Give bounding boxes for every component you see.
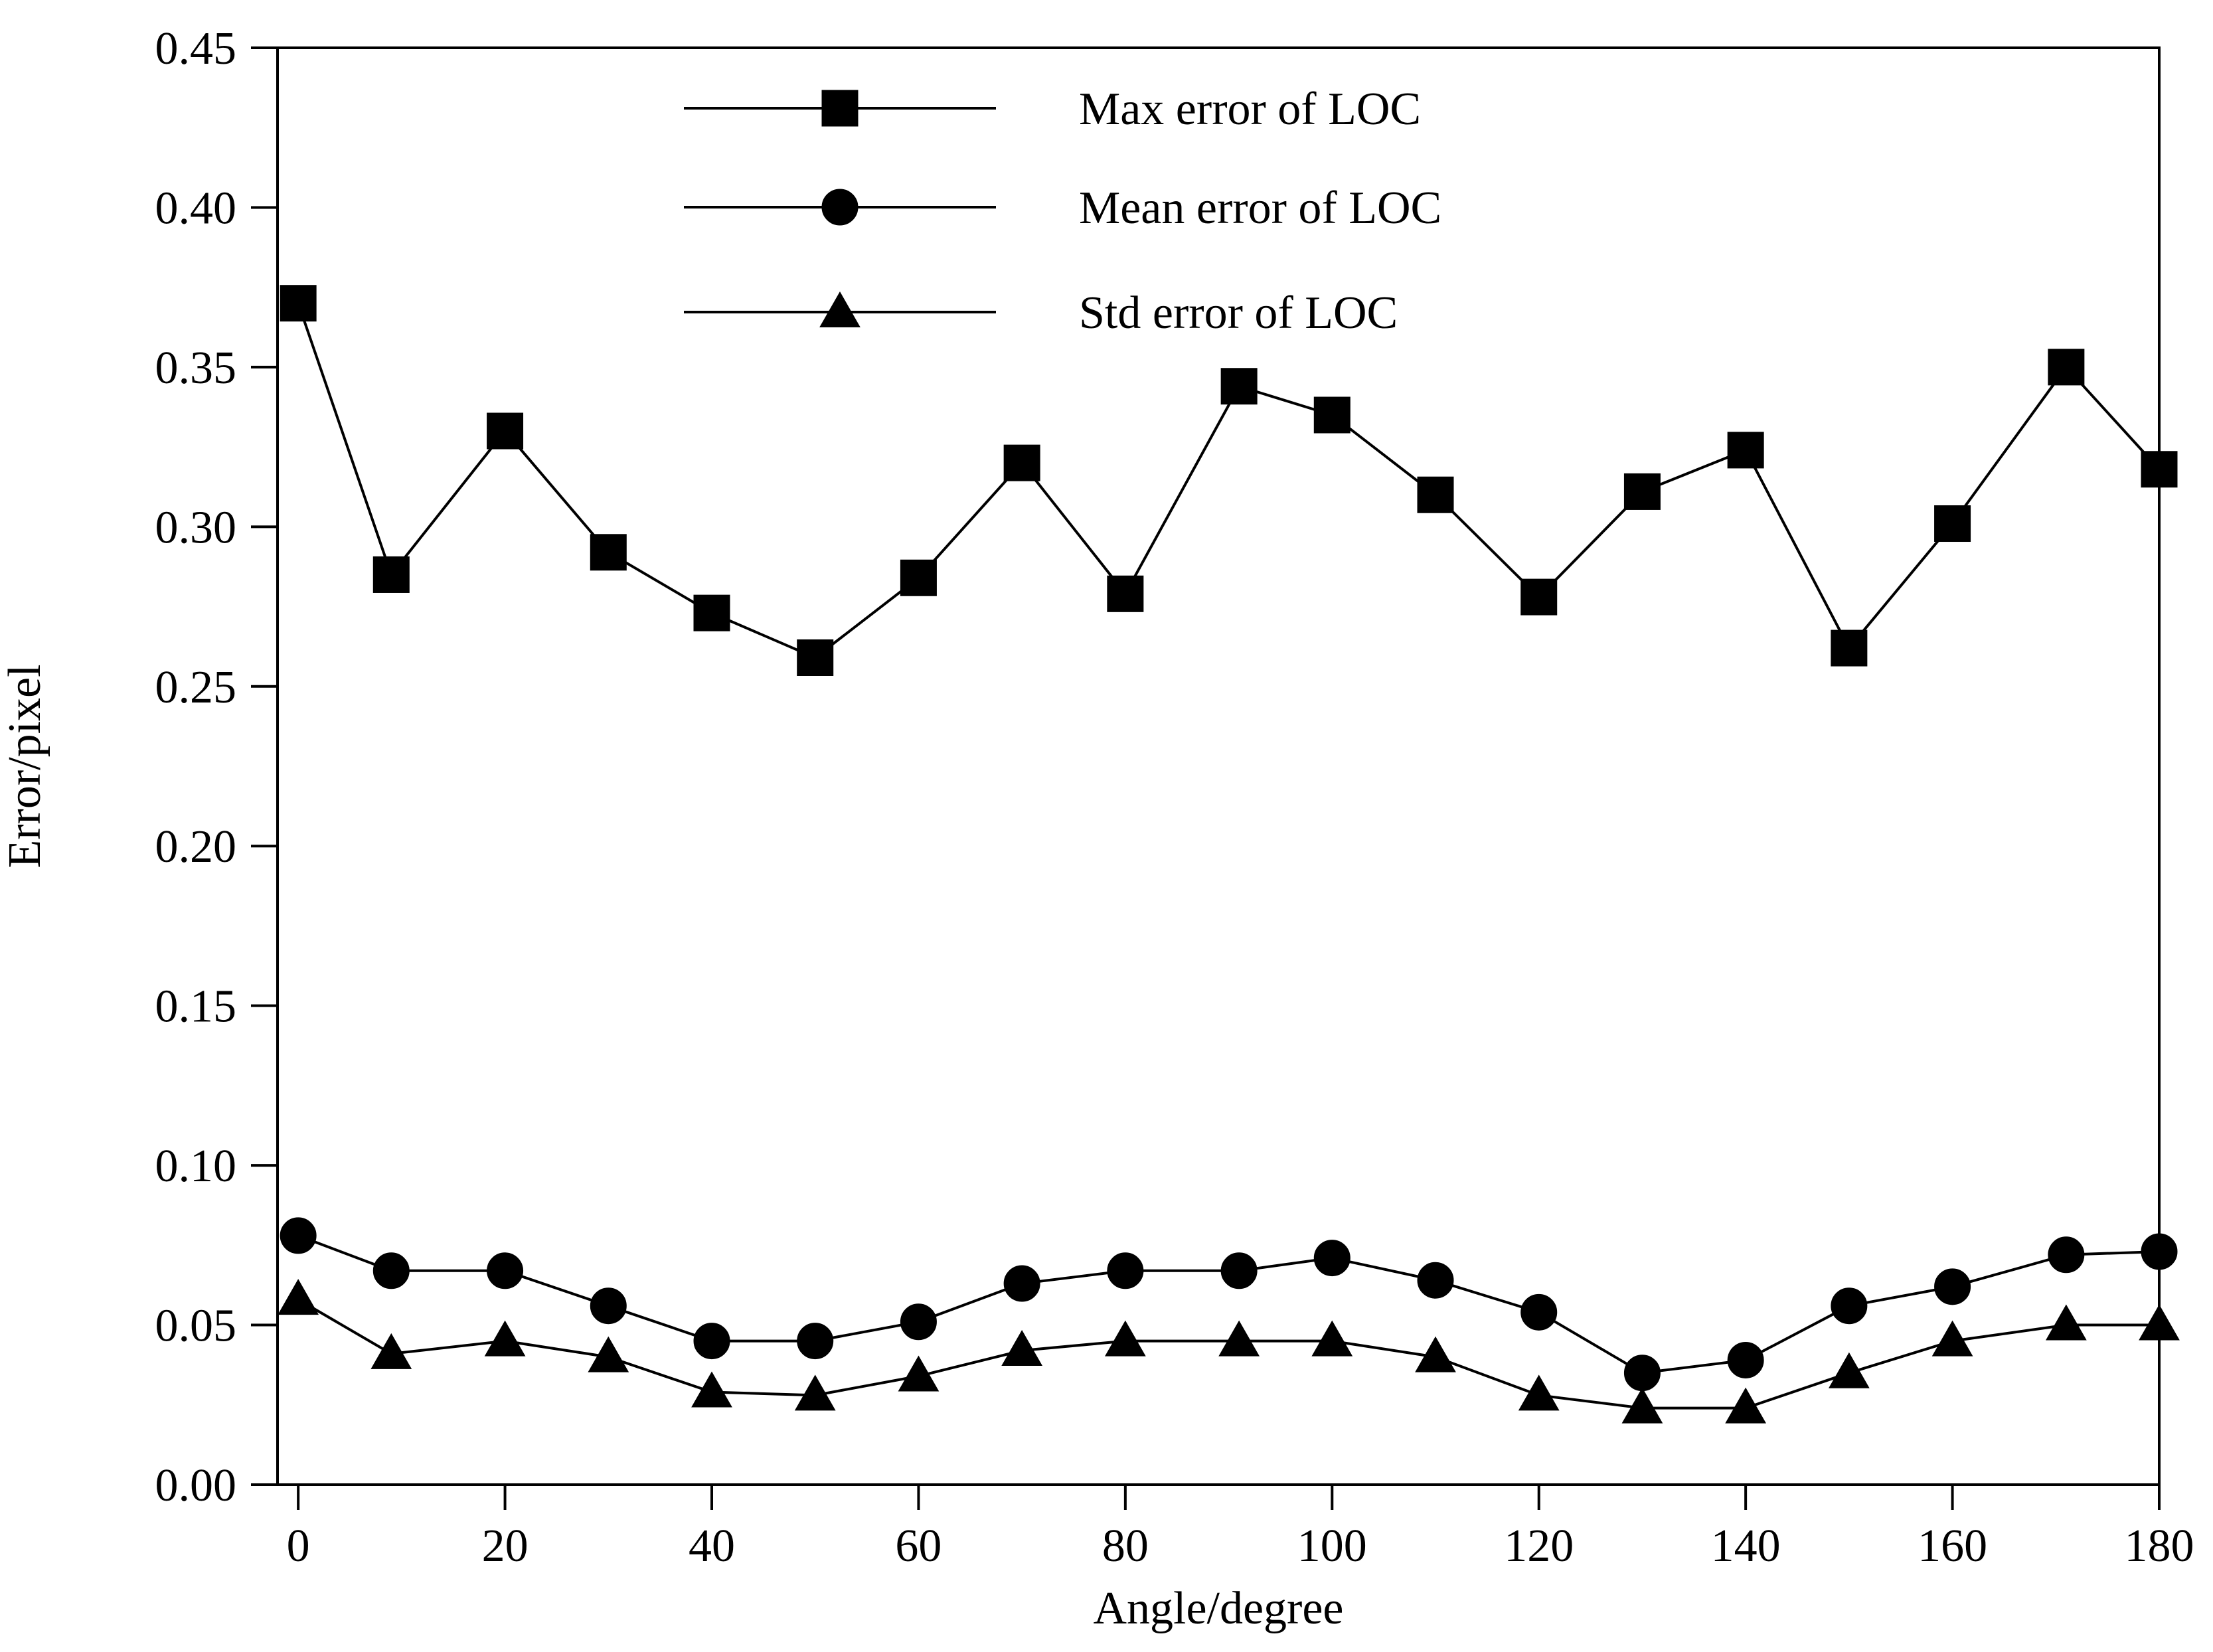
data-point-triangle xyxy=(588,1336,629,1372)
x-tick-label: 40 xyxy=(689,1521,735,1572)
data-point-square xyxy=(1623,473,1661,510)
axes: 0.00 0.05 0.10 0.15 0.20 0.25 0.30 0.35 0.40 0.45… xyxy=(155,23,2194,1572)
data-point-triangle xyxy=(1415,1336,1456,1372)
data-point-circle xyxy=(1107,1252,1144,1289)
legend-marker-square xyxy=(821,90,859,127)
y-tick-label: 0.10 xyxy=(155,1141,237,1192)
data-point-triangle xyxy=(1621,1387,1663,1424)
data-point-circle xyxy=(2048,1236,2085,1274)
series-line xyxy=(297,303,2161,659)
data-point-triangle xyxy=(370,1333,412,1369)
data-point-square xyxy=(372,556,410,593)
data-point-circle xyxy=(900,1303,937,1341)
data-point-triangle xyxy=(2045,1304,2087,1341)
y-tick-label: 0.25 xyxy=(155,662,237,713)
data-point-circle xyxy=(1623,1355,1661,1392)
x-axis-title: Angle/degree xyxy=(1093,1583,1343,1634)
y-tick-label: 0.05 xyxy=(155,1301,237,1352)
data-point-circle xyxy=(1934,1268,1971,1305)
data-point-square xyxy=(1520,578,1558,616)
x-tick-label: 180 xyxy=(2125,1521,2194,1572)
data-point-circle xyxy=(1831,1287,1868,1325)
data-point-square xyxy=(2141,451,2178,488)
data-point-circle xyxy=(2141,1233,2178,1270)
data-point-circle xyxy=(372,1252,410,1289)
legend-label: Std error of LOC xyxy=(1079,288,1398,339)
data-point-circle xyxy=(487,1252,524,1289)
data-point-square xyxy=(900,559,937,596)
data-point-circle xyxy=(1220,1252,1258,1289)
data-point-triangle xyxy=(1104,1320,1146,1357)
legend-entry: Max error of LOC xyxy=(684,84,1421,135)
data-point-triangle xyxy=(1001,1330,1043,1366)
x-tick-label: 60 xyxy=(895,1521,942,1572)
data-point-square xyxy=(1313,396,1351,434)
data-point-triangle xyxy=(1518,1374,1560,1411)
data-point-square xyxy=(1934,505,1971,542)
data-point-square xyxy=(487,412,524,450)
data-point-square xyxy=(1107,575,1144,612)
legend-label: Max error of LOC xyxy=(1079,84,1421,135)
x-tick-label: 140 xyxy=(1711,1521,1781,1572)
y-axis-title: Error/pixel xyxy=(0,664,50,868)
data-point-circle xyxy=(1417,1262,1454,1299)
data-point-triangle xyxy=(691,1371,732,1408)
y-tick-label: 0.40 xyxy=(155,183,237,234)
x-tick-label: 20 xyxy=(482,1521,529,1572)
data-point-square xyxy=(590,534,627,571)
data-point-triangle xyxy=(1828,1352,1870,1388)
legend: Max error of LOC Mean error of LOC Std err… xyxy=(684,84,1441,339)
data-point-circle xyxy=(693,1323,730,1360)
x-tick-label: 120 xyxy=(1504,1521,1574,1572)
data-point-square xyxy=(1831,629,1868,667)
data-point-square xyxy=(1417,476,1454,513)
data-point-triangle xyxy=(898,1355,940,1392)
data-point-square xyxy=(797,639,834,676)
data-point-circle xyxy=(1520,1293,1558,1331)
y-tick-label: 0.00 xyxy=(155,1460,237,1511)
x-tick-label: 80 xyxy=(1102,1521,1149,1572)
data-point-triangle xyxy=(484,1320,526,1357)
data-point-square xyxy=(1220,368,1258,405)
data-point-square xyxy=(280,285,317,322)
data-point-triangle xyxy=(794,1374,836,1411)
y-tick-label: 0.15 xyxy=(155,981,237,1032)
series-triangle xyxy=(278,1279,2180,1424)
y-tick-label: 0.35 xyxy=(155,343,237,394)
data-point-triangle xyxy=(1725,1387,1767,1424)
legend-entry: Mean error of LOC xyxy=(684,183,1441,234)
data-point-square xyxy=(1003,444,1040,481)
legend-marker-triangle xyxy=(819,291,861,327)
x-tick-label: 160 xyxy=(1918,1521,1987,1572)
series-circle xyxy=(280,1217,2178,1392)
series-layer xyxy=(278,285,2180,1424)
legend-label: Mean error of LOC xyxy=(1079,183,1441,234)
data-point-circle xyxy=(1313,1240,1351,1277)
data-point-circle xyxy=(590,1287,627,1325)
series-square xyxy=(280,285,2178,676)
data-point-circle xyxy=(1003,1265,1040,1302)
data-point-triangle xyxy=(1931,1320,1973,1357)
y-tick-label: 0.45 xyxy=(155,23,237,74)
data-point-triangle xyxy=(2139,1304,2180,1341)
x-tick-label: 100 xyxy=(1297,1521,1367,1572)
data-point-square xyxy=(2048,349,2085,386)
data-point-circle xyxy=(797,1323,834,1360)
data-point-square xyxy=(693,594,730,631)
data-point-circle xyxy=(1727,1341,1764,1378)
data-point-circle xyxy=(280,1217,317,1254)
plot-frame xyxy=(276,46,2161,1486)
y-tick-label: 0.30 xyxy=(155,502,237,553)
legend-entry: Std error of LOC xyxy=(684,288,1398,339)
data-point-triangle xyxy=(1218,1320,1260,1357)
data-point-triangle xyxy=(1311,1320,1353,1357)
x-tick-label: 0 xyxy=(287,1521,310,1572)
y-tick-label: 0.20 xyxy=(155,821,237,872)
legend-marker-circle xyxy=(821,189,859,226)
data-point-square xyxy=(1727,432,1764,469)
data-point-triangle xyxy=(278,1279,319,1315)
